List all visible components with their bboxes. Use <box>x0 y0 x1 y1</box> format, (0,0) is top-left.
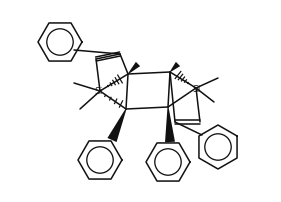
Polygon shape <box>165 107 175 143</box>
Text: Si: Si <box>95 87 103 96</box>
Polygon shape <box>128 63 140 75</box>
Polygon shape <box>170 63 180 73</box>
Text: Si: Si <box>193 84 201 93</box>
Polygon shape <box>107 109 126 142</box>
